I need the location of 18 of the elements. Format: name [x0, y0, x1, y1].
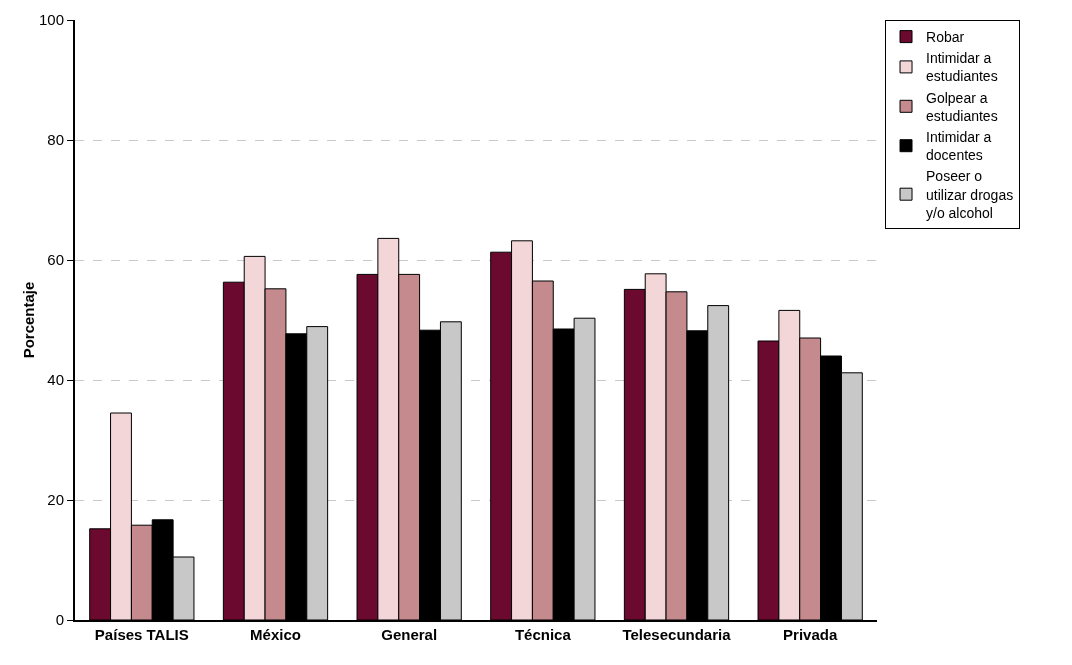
y-axis-title: Porcentaje — [20, 281, 37, 359]
legend-label: Intimidar a estudiantes — [926, 50, 998, 85]
x-tick-label: Privada — [783, 626, 838, 643]
legend-label: Poseer o utilizar drogas y/o alcohol — [926, 168, 1014, 221]
x-tick-label: Países TALIS — [94, 626, 189, 643]
y-tick-label: 80 — [47, 131, 64, 149]
y-tick-label: 20 — [47, 491, 64, 509]
y-tick-label: 0 — [55, 611, 64, 629]
x-tick-label: Telesecundaria — [622, 626, 732, 643]
x-tick-label: General — [381, 626, 438, 643]
x-tick-label: México — [250, 626, 301, 643]
legend-label: Intimidar a docentes — [926, 129, 992, 164]
x-tick-label: Técnica — [514, 626, 572, 643]
y-tick-label: 60 — [47, 251, 64, 269]
y-tick-label: 100 — [38, 11, 64, 29]
y-tick-label: 40 — [47, 371, 64, 389]
legend-label: Golpear a estudiantes — [926, 89, 998, 124]
legend-label: Robar — [926, 29, 965, 46]
